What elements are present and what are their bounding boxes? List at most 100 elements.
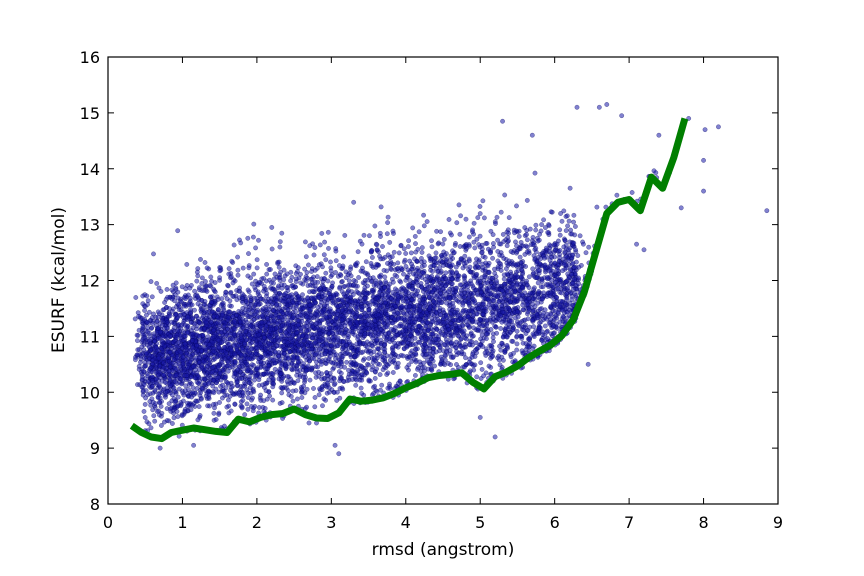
scatter-point [484, 331, 490, 337]
scatter-point [225, 397, 231, 403]
scatter-point [503, 325, 509, 331]
scatter-point [446, 217, 452, 222]
scatter-point [495, 237, 501, 243]
scatter-point [397, 378, 403, 384]
scatter-point [307, 377, 313, 383]
scatter-point [483, 336, 489, 342]
scatter-point [277, 244, 283, 250]
scatter-point [337, 271, 343, 277]
scatter-point [441, 262, 446, 268]
scatter-point [323, 257, 329, 263]
scatter-point [415, 366, 420, 372]
scatter-point [321, 252, 327, 258]
scatter-point [319, 230, 325, 236]
scatter-point [443, 258, 449, 263]
scatter-point [307, 289, 312, 295]
scatter-point [361, 232, 367, 238]
scatter-point [327, 354, 333, 359]
scatter-point [313, 374, 319, 380]
scatter-point [539, 338, 545, 343]
scatter-point [151, 413, 157, 419]
scatter-point [323, 397, 329, 403]
scatter-point [526, 274, 532, 280]
scatter-point [261, 398, 267, 404]
scatter-point [157, 399, 163, 405]
scatter-point [458, 213, 464, 219]
scatter-point [345, 289, 351, 295]
scatter-point [188, 407, 194, 413]
scatter-point [430, 319, 436, 325]
scatter-point [261, 288, 266, 294]
scatter-point [547, 249, 553, 255]
scatter-point [353, 382, 359, 388]
scatter-point [142, 401, 148, 407]
scatter-point [323, 270, 329, 276]
scatter-point [374, 346, 380, 352]
scatter-point [250, 408, 256, 414]
scatter-point [258, 392, 264, 398]
scatter-point [228, 274, 234, 280]
scatter-point [413, 273, 419, 279]
scatter-point [248, 369, 254, 375]
scatter-point [360, 357, 366, 363]
scatter-point [381, 297, 387, 303]
scatter-point [263, 388, 269, 394]
scatter-point [196, 287, 202, 293]
scatter-point [479, 338, 485, 344]
scatter-point [527, 324, 533, 330]
scatter-point [498, 209, 504, 215]
scatter-point [448, 362, 454, 368]
scatter-point [405, 244, 411, 250]
scatter-point [219, 395, 225, 401]
scatter-point [496, 260, 502, 266]
scatter-point [303, 254, 309, 260]
scatter-point [390, 347, 396, 353]
scatter-point [342, 323, 348, 329]
scatter-point [502, 192, 508, 198]
scatter-point [471, 325, 477, 331]
scatter-point [493, 221, 498, 227]
scatter-point [326, 245, 331, 251]
scatter-point [557, 254, 562, 260]
scatter-point [512, 230, 517, 236]
scatter-point [523, 264, 529, 269]
scatter-point [199, 275, 205, 281]
scatter-point [175, 228, 181, 234]
scatter-point [279, 333, 285, 339]
scatter-point [472, 347, 478, 353]
scatter-point [154, 280, 160, 286]
scatter-point [312, 395, 318, 400]
scatter-point [150, 407, 156, 413]
scatter-point [537, 320, 542, 326]
scatter-point [290, 398, 296, 404]
scatter-point [192, 307, 197, 313]
scatter-point [577, 233, 583, 239]
scatter-point [344, 303, 350, 309]
scatter-point [154, 409, 160, 415]
scatter-point [475, 215, 481, 221]
scatter-point [258, 296, 264, 302]
scatter-point [226, 266, 232, 272]
scatter-point [166, 401, 172, 407]
scatter-point [472, 362, 478, 368]
scatter-point [471, 220, 477, 226]
scatter-point [454, 285, 460, 291]
scatter-point [510, 338, 516, 344]
scatter-point [518, 333, 524, 339]
scatter-point [265, 315, 270, 321]
scatter-point [451, 250, 457, 255]
scatter-point [442, 332, 448, 338]
scatter-point [424, 219, 430, 225]
scatter-point [539, 279, 545, 285]
scatter-point [470, 290, 476, 296]
scatter-point [524, 197, 530, 203]
scatter-point [520, 302, 526, 308]
scatter-point [387, 281, 393, 287]
scatter-point [454, 349, 460, 355]
scatter-point [629, 190, 635, 195]
scatter-point [500, 231, 506, 237]
scatter-point [498, 326, 504, 331]
scatter-point [471, 285, 476, 291]
scatter-point [512, 315, 518, 321]
